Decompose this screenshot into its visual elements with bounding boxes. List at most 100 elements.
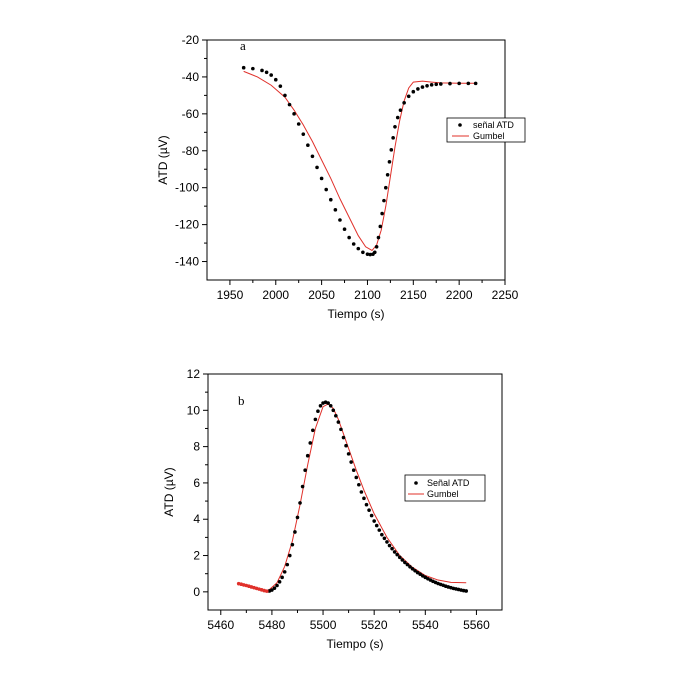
chart-b-x-tick-label: 5500	[310, 618, 337, 632]
chart-b-y-tick-label: 6	[193, 476, 200, 490]
chart-b-series-0-point	[303, 468, 307, 473]
chart-b-x-tick-label: 5480	[259, 618, 286, 632]
chart-b-y-tick-label: 8	[193, 440, 200, 454]
chart-a-series-0-point	[434, 82, 439, 87]
chart-a-panel-letter: a	[240, 38, 246, 53]
chart-a-x-tick-label: 2150	[400, 288, 427, 302]
chart-b-panel-letter: b	[238, 393, 245, 408]
chart-b-series-0-point	[298, 501, 302, 505]
chart-b-series-0-point	[351, 468, 356, 473]
chart-a-y-tick-label: -120	[175, 218, 199, 232]
chart-b-series-0-point	[390, 546, 394, 551]
chart-a-series-0-point	[328, 197, 333, 202]
chart-a-series-0-point	[296, 122, 301, 126]
chart-b-series-0-point	[305, 453, 310, 458]
chart-a-series-0-point	[384, 185, 388, 190]
chart-a-series-0-point	[406, 94, 411, 99]
chart-b-series-0-point	[410, 566, 415, 571]
chart-a-series-0-point	[376, 235, 381, 240]
chart-b-x-axis: 5460 5480 5500 5520 5540 5560	[207, 610, 490, 632]
chart-a-legend-box	[446, 117, 526, 143]
chart-a-legend: señal ATD Gumbel	[446, 117, 526, 143]
chart-b-series-0-point	[295, 515, 300, 520]
chart-b-series-0-point	[382, 536, 387, 541]
chart-b-series-0-point	[285, 562, 290, 567]
chart-b: b 5460 5480 5500 5520 5540 5560 0 2 4 6 8 10 12 Tie…	[162, 367, 503, 651]
chart-b-y-tick-label: 12	[187, 367, 201, 381]
chart-a-y-axis: -140 -120 -100 -80 -60 -40 -20	[175, 33, 207, 269]
chart-b-series-0-point	[377, 528, 382, 532]
chart-b-series-0-point	[308, 441, 313, 445]
chart-b-series	[236, 400, 469, 593]
chart-a-series-0-point	[378, 224, 383, 229]
chart-b-series-0-point	[290, 542, 295, 547]
chart-b-series-0-point	[367, 508, 371, 512]
chart-a-legend-label-points: señal ATD	[473, 120, 514, 130]
chart-a-series-0-point	[411, 89, 416, 94]
chart-b-series-0-point	[418, 572, 422, 577]
chart-b-y-tick-label: 0	[193, 585, 200, 599]
chart-b-series-0-point	[374, 523, 379, 528]
chart-a-series-0-point	[269, 73, 273, 77]
chart-b-series-0-point	[346, 452, 351, 456]
chart-a-x-axis-title: Tiempo (s)	[328, 307, 385, 321]
chart-b-series-0-point	[464, 589, 469, 593]
chart-b-series-0-point	[318, 403, 323, 408]
chart-b-y-axis-title: ATD (µV)	[162, 467, 176, 516]
chart-b-series-0-point	[300, 484, 305, 489]
chart-b-series-0-point	[336, 420, 341, 424]
chart-a-series-0-point	[393, 124, 397, 129]
chart-b-series-0-point	[415, 570, 420, 575]
chart-a-series-0-point	[351, 242, 356, 246]
chart-a-series-0-point	[287, 102, 292, 107]
chart-a-series-0-point	[402, 100, 406, 105]
chart-a-series-0-point	[365, 252, 370, 256]
chart-a-y-tick-label: -80	[182, 144, 200, 158]
chart-a-series-0-point	[301, 132, 306, 136]
chart-a-series-0-point	[448, 81, 452, 86]
chart-b-x-tick-label: 5520	[361, 618, 388, 632]
chart-a-x-tick-label: 2200	[446, 288, 473, 302]
chart-b-legend-box	[404, 474, 486, 502]
chart-b-series-0-point	[331, 408, 336, 413]
chart-b-series-0-point	[408, 564, 412, 569]
chart-b-series-0-point	[387, 543, 392, 548]
chart-a-x-tick-label: 2250	[492, 288, 519, 302]
chart-a-series-0-point	[374, 244, 379, 249]
chart-a-series-0-point	[310, 154, 315, 159]
chart-a-y-tick-label: -20	[182, 33, 200, 47]
chart-b-series-0-point	[316, 409, 320, 414]
chart-a: a 1950 2000 2050 2100 2150 2200 2250 -140-120-…	[156, 33, 526, 321]
chart-b-series-0-point	[400, 558, 405, 562]
chart-a-series-0-point	[241, 65, 246, 70]
chart-b-series-1-point	[265, 589, 269, 593]
chart-b-legend-marker-points	[414, 481, 418, 485]
chart-a-plot-frame	[206, 39, 506, 281]
chart-a-y-tick-label: -100	[175, 181, 199, 195]
chart-a-series-0-point	[315, 165, 319, 170]
chart-a-series-0-point	[356, 246, 361, 251]
chart-b-series-0-point	[362, 496, 366, 501]
chart-b-series-0-point	[380, 532, 384, 537]
chart-b-series-0-point	[277, 580, 282, 584]
chart-a-series-0-point	[319, 176, 324, 181]
chart-a-series-0-point	[439, 82, 443, 86]
chart-b-series-0-point	[344, 443, 348, 448]
chart-a-series-0-point	[395, 115, 400, 120]
chart-a-y-axis-title: ATD (µV)	[156, 135, 170, 184]
chart-b-series-0-point	[311, 428, 315, 433]
chart-b-series-0-point	[357, 482, 361, 487]
chart-b-x-axis-title: Tiempo (s)	[327, 637, 384, 651]
chart-a-series-0-point	[466, 81, 471, 86]
chart-a-series-0-point	[338, 218, 342, 222]
chart-b-series-0-point	[397, 555, 402, 560]
chart-b-series-0-point	[326, 401, 330, 405]
chart-a-series-0-point	[389, 148, 394, 152]
chart-a-series-0-point	[457, 81, 461, 86]
chart-a-series-0-point	[420, 85, 425, 89]
chart-a-series-0-point	[380, 211, 384, 216]
chart-b-series-0-point	[369, 513, 374, 518]
chart-b-series-0-point	[313, 417, 318, 422]
chart-b-series-0-point	[272, 586, 277, 591]
chart-b-series-0-point	[405, 562, 410, 567]
